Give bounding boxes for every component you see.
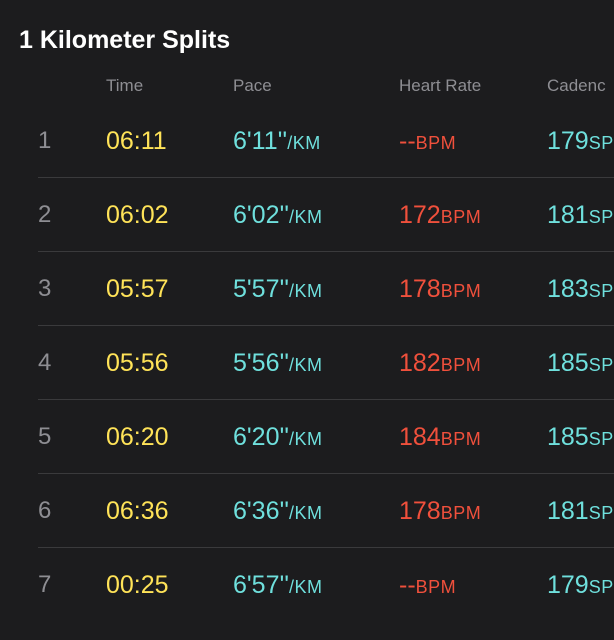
cadence-unit: SP bbox=[588, 133, 614, 153]
heart-rate-unit: BPM bbox=[415, 133, 457, 153]
split-cadence: 179SP bbox=[547, 104, 614, 178]
pace-unit: /KM bbox=[289, 577, 323, 597]
cadence-unit: SP bbox=[588, 207, 614, 227]
heart-rate-value: -- bbox=[399, 127, 416, 155]
split-row-6: 6 06:36 6'36''/KM 178BPM 181SP bbox=[0, 474, 614, 548]
split-heart-rate: 184BPM bbox=[399, 400, 481, 474]
cadence-value: 179 bbox=[547, 571, 589, 599]
split-time: 05:56 bbox=[106, 349, 169, 377]
split-number: 3 bbox=[38, 275, 52, 302]
cadence-unit: SP bbox=[588, 429, 614, 449]
header-time: Time bbox=[106, 76, 144, 95]
split-pace: 6'02''/KM bbox=[233, 178, 323, 252]
split-heart-rate: --BPM bbox=[399, 548, 456, 622]
row-divider bbox=[38, 251, 614, 252]
split-row-2: 2 06:02 6'02''/KM 172BPM 181SP bbox=[0, 178, 614, 252]
heart-rate-unit: BPM bbox=[415, 577, 457, 597]
cadence-value: 181 bbox=[547, 201, 589, 229]
split-cadence: 181SP bbox=[547, 178, 614, 252]
split-cadence: 185SP bbox=[547, 326, 614, 400]
heart-rate-unit: BPM bbox=[440, 503, 482, 523]
heart-rate-value: -- bbox=[399, 571, 416, 599]
pace-value: 6'11'' bbox=[233, 127, 288, 155]
split-cadence: 181SP bbox=[547, 474, 614, 548]
heart-rate-unit: BPM bbox=[440, 429, 482, 449]
heart-rate-unit: BPM bbox=[440, 355, 482, 375]
pace-unit: /KM bbox=[289, 355, 323, 375]
splits-title: 1 Kilometer Splits bbox=[19, 26, 231, 54]
header-pace: Pace bbox=[233, 76, 272, 95]
split-number: 2 bbox=[38, 201, 52, 228]
split-heart-rate: 172BPM bbox=[399, 178, 481, 252]
split-pace: 6'11''/KM bbox=[233, 104, 321, 178]
cadence-value: 183 bbox=[547, 275, 589, 303]
cadence-value: 181 bbox=[547, 497, 589, 525]
row-divider bbox=[38, 177, 614, 178]
pace-value: 5'56'' bbox=[233, 349, 290, 377]
row-divider bbox=[38, 473, 614, 474]
heart-rate-unit: BPM bbox=[440, 207, 482, 227]
split-time: 06:20 bbox=[106, 423, 169, 451]
split-number: 1 bbox=[38, 127, 52, 154]
split-pace: 6'57''/KM bbox=[233, 548, 323, 622]
split-cadence: 185SP bbox=[547, 400, 614, 474]
heart-rate-value: 184 bbox=[399, 423, 441, 451]
heart-rate-unit: BPM bbox=[440, 281, 482, 301]
split-heart-rate: --BPM bbox=[399, 104, 456, 178]
heart-rate-value: 178 bbox=[399, 497, 441, 525]
pace-value: 6'57'' bbox=[233, 571, 290, 599]
pace-unit: /KM bbox=[289, 503, 323, 523]
split-row-1: 1 06:11 6'11''/KM --BPM 179SP bbox=[0, 104, 614, 178]
split-number: 4 bbox=[38, 349, 52, 376]
heart-rate-value: 172 bbox=[399, 201, 441, 229]
cadence-unit: SP bbox=[588, 577, 614, 597]
cadence-value: 185 bbox=[547, 349, 589, 377]
split-row-7: 7 00:25 6'57''/KM --BPM 179SP bbox=[0, 548, 614, 622]
split-number: 5 bbox=[38, 423, 52, 450]
heart-rate-value: 182 bbox=[399, 349, 441, 377]
split-row-5: 5 06:20 6'20''/KM 184BPM 185SP bbox=[0, 400, 614, 474]
pace-unit: /KM bbox=[287, 133, 321, 153]
split-number: 7 bbox=[38, 571, 52, 598]
pace-value: 5'57'' bbox=[233, 275, 290, 303]
split-time: 05:57 bbox=[106, 275, 169, 303]
heart-rate-value: 178 bbox=[399, 275, 441, 303]
pace-value: 6'20'' bbox=[233, 423, 290, 451]
cadence-unit: SP bbox=[588, 281, 614, 301]
row-divider bbox=[38, 547, 614, 548]
cadence-unit: SP bbox=[588, 355, 614, 375]
header-cadence: Cadenc bbox=[547, 76, 606, 95]
split-heart-rate: 178BPM bbox=[399, 252, 481, 326]
split-cadence: 179SP bbox=[547, 548, 614, 622]
split-time: 06:02 bbox=[106, 201, 169, 229]
split-pace: 6'36''/KM bbox=[233, 474, 323, 548]
row-divider bbox=[38, 325, 614, 326]
pace-value: 6'02'' bbox=[233, 201, 290, 229]
split-cadence: 183SP bbox=[547, 252, 614, 326]
split-time: 06:11 bbox=[106, 127, 167, 155]
split-pace: 5'56''/KM bbox=[233, 326, 323, 400]
pace-unit: /KM bbox=[289, 207, 323, 227]
split-pace: 5'57''/KM bbox=[233, 252, 323, 326]
cadence-value: 179 bbox=[547, 127, 589, 155]
split-time: 00:25 bbox=[106, 571, 169, 599]
split-heart-rate: 182BPM bbox=[399, 326, 481, 400]
pace-unit: /KM bbox=[289, 429, 323, 449]
split-row-4: 4 05:56 5'56''/KM 182BPM 185SP bbox=[0, 326, 614, 400]
row-divider bbox=[38, 399, 614, 400]
split-number: 6 bbox=[38, 497, 52, 524]
cadence-unit: SP bbox=[588, 503, 614, 523]
split-heart-rate: 178BPM bbox=[399, 474, 481, 548]
cadence-value: 185 bbox=[547, 423, 589, 451]
pace-unit: /KM bbox=[289, 281, 323, 301]
pace-value: 6'36'' bbox=[233, 497, 290, 525]
split-pace: 6'20''/KM bbox=[233, 400, 323, 474]
split-time: 06:36 bbox=[106, 497, 169, 525]
split-row-3: 3 05:57 5'57''/KM 178BPM 183SP bbox=[0, 252, 614, 326]
header-heart-rate: Heart Rate bbox=[399, 76, 482, 95]
